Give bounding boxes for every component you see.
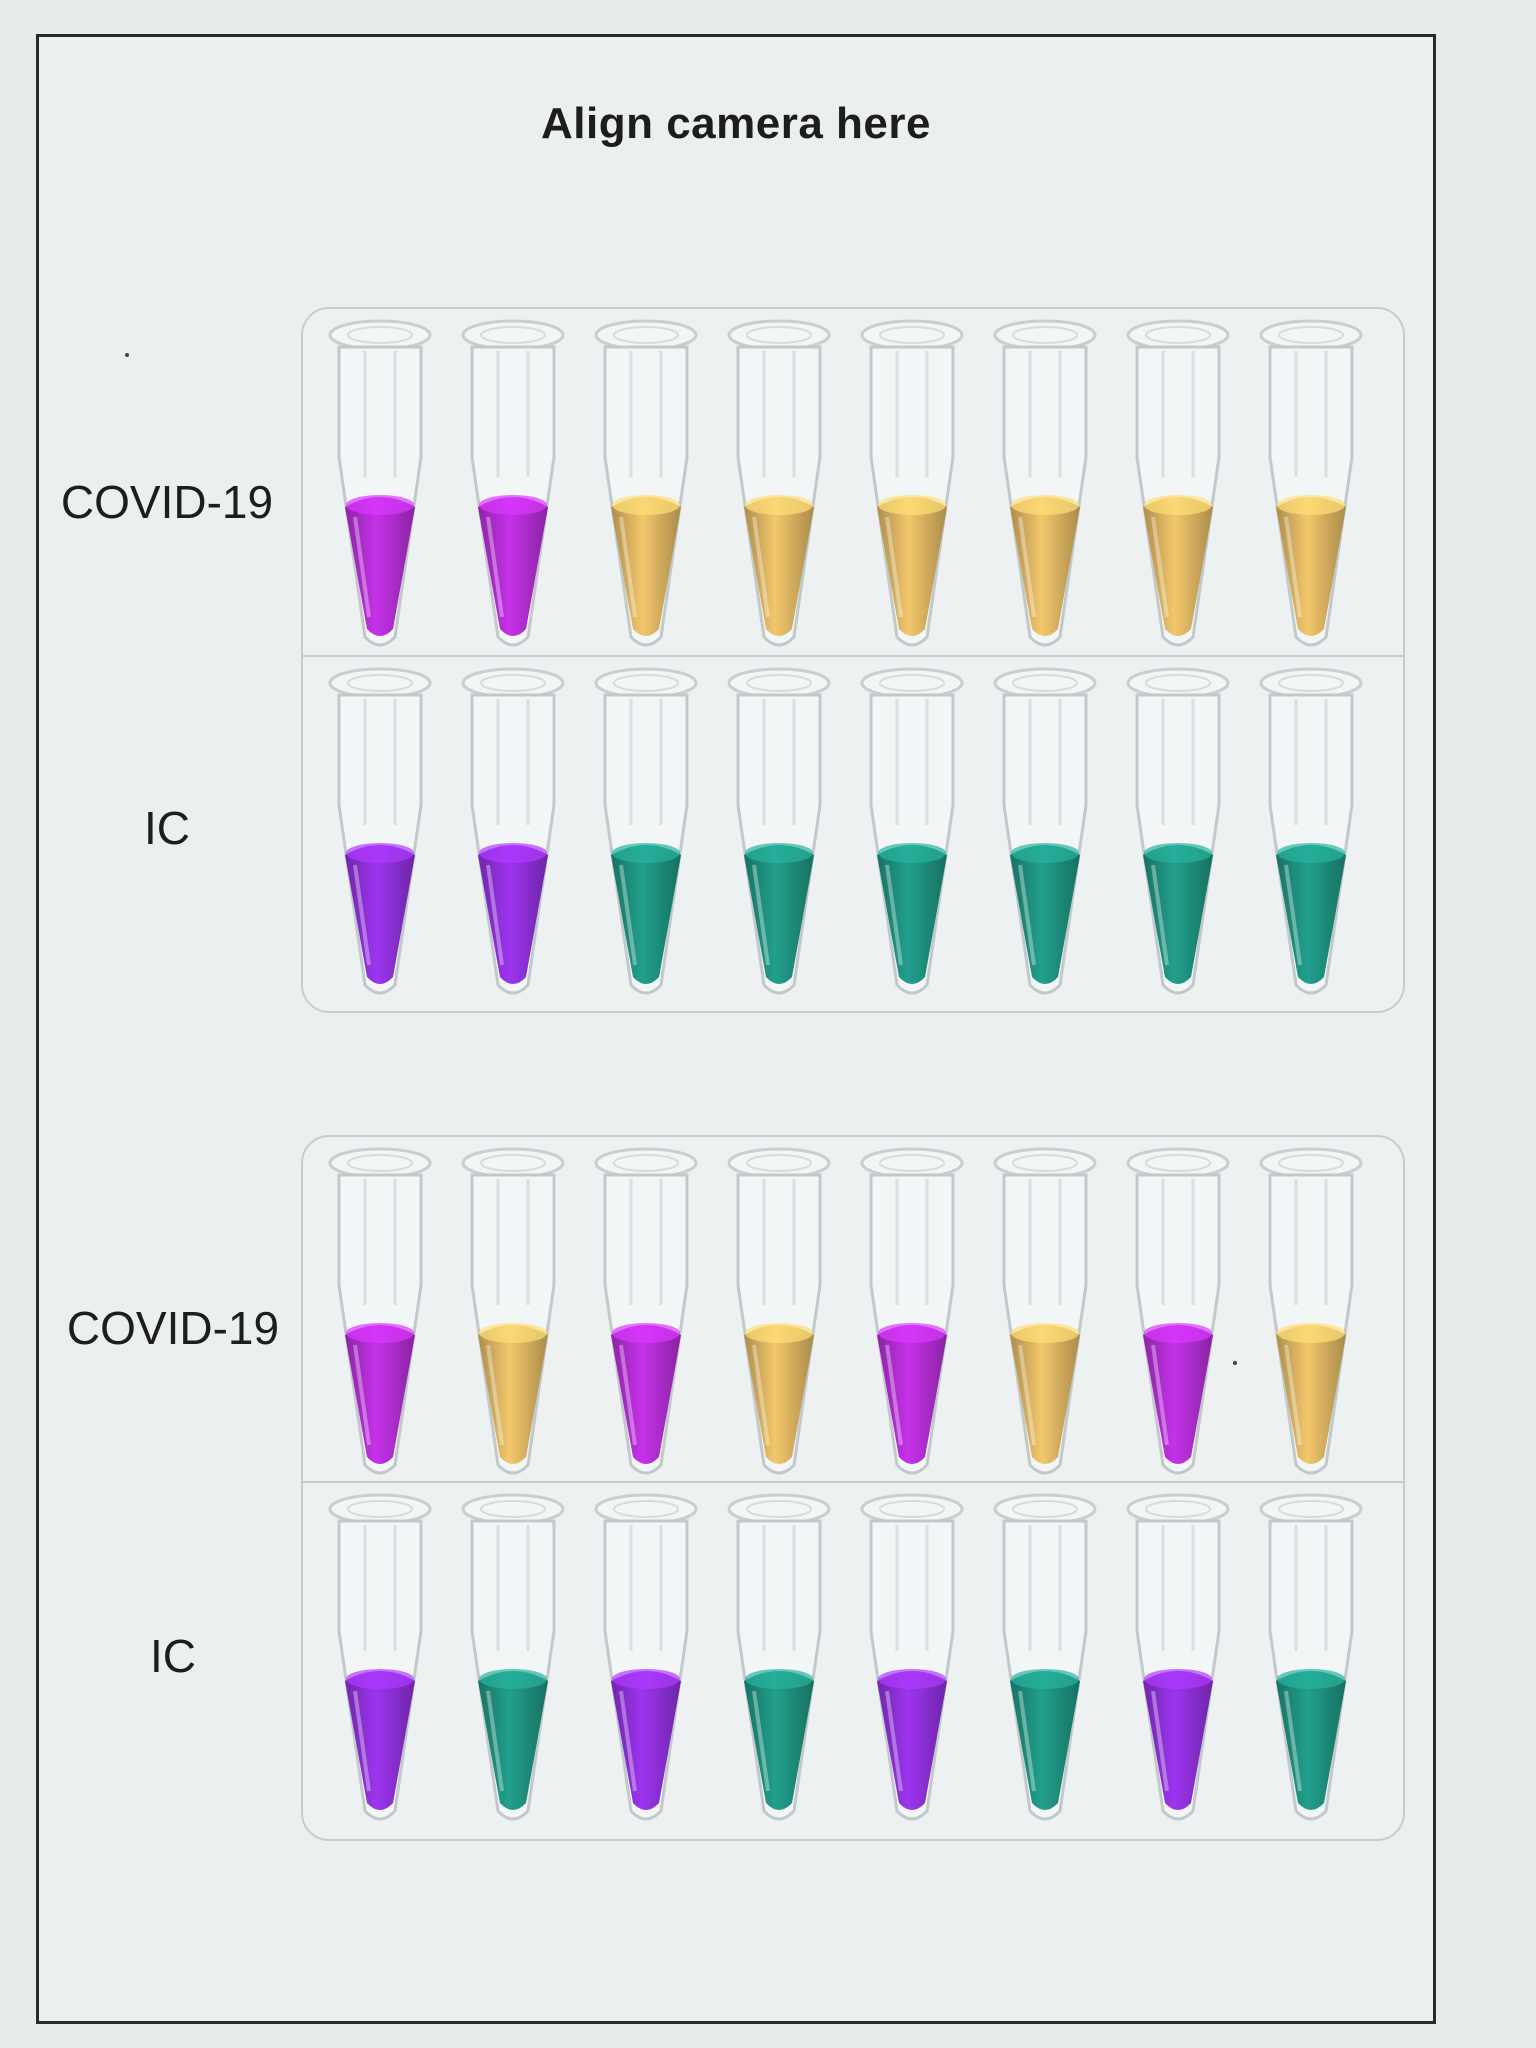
tube-graphic <box>860 667 964 995</box>
pcr-tube-yellow <box>724 1145 834 1490</box>
pcr-tube-yellow <box>1256 317 1366 662</box>
pcr-tube-yellow <box>724 317 834 662</box>
tube-graphic <box>1259 667 1363 995</box>
tube-graphic <box>860 319 964 647</box>
pcr-tube-green <box>990 1491 1100 1836</box>
pcr-tube-yellow <box>990 317 1100 662</box>
tube-graphic <box>328 1493 432 1821</box>
tube-graphic <box>1126 1493 1230 1821</box>
tube-graphic <box>993 1147 1097 1475</box>
tube-graphic <box>727 1147 831 1475</box>
pcr-tube-purple <box>1123 1145 1233 1490</box>
tube-graphic <box>860 1493 964 1821</box>
pcr-tube-violet <box>325 665 435 1010</box>
pcr-tube-purple <box>325 317 435 662</box>
tube-graphic <box>860 1147 964 1475</box>
tube-graphic <box>1259 1493 1363 1821</box>
tube-graphic <box>727 1493 831 1821</box>
pcr-tube-yellow <box>458 1145 568 1490</box>
pcr-tube-violet <box>857 1491 967 1836</box>
pcr-tube-green <box>1256 665 1366 1010</box>
tube-graphic <box>1126 1147 1230 1475</box>
tube-graphic <box>594 667 698 995</box>
pcr-tube-purple <box>458 317 568 662</box>
pcr-tube-green <box>857 665 967 1010</box>
pcr-tube-yellow <box>1256 1145 1366 1490</box>
rack-2-divider <box>301 1481 1403 1483</box>
pcr-tube-yellow <box>990 1145 1100 1490</box>
pcr-tube-yellow <box>857 317 967 662</box>
tube-graphic <box>1126 319 1230 647</box>
tube-graphic <box>1259 319 1363 647</box>
pcr-tube-green <box>990 665 1100 1010</box>
pcr-tube-green <box>458 1491 568 1836</box>
pcr-tube-green <box>1123 665 1233 1010</box>
pcr-tube-violet <box>325 1491 435 1836</box>
pcr-tube-purple <box>591 1145 701 1490</box>
tube-graphic <box>993 319 1097 647</box>
pcr-tube-yellow <box>591 317 701 662</box>
tube-graphic <box>727 319 831 647</box>
test-sheet: Align camera here COVID-19 IC COVID-19 I… <box>36 34 1436 2024</box>
pcr-tube-green <box>724 665 834 1010</box>
tube-graphic <box>461 667 565 995</box>
pcr-tube-green <box>724 1491 834 1836</box>
pcr-tube-yellow <box>1123 317 1233 662</box>
tube-graphic <box>727 667 831 995</box>
pcr-tube-violet <box>1123 1491 1233 1836</box>
row-label-covid-1: COVID-19 <box>60 476 274 528</box>
tube-graphic <box>993 1493 1097 1821</box>
tube-graphic <box>328 1147 432 1475</box>
tube-graphic <box>594 319 698 647</box>
pcr-tube-violet <box>591 1491 701 1836</box>
tube-graphic <box>1126 667 1230 995</box>
tube-graphic <box>594 1147 698 1475</box>
tube-graphic <box>594 1493 698 1821</box>
tube-graphic <box>461 1493 565 1821</box>
dust-speck <box>1233 1361 1237 1365</box>
row-label-ic-1: IC <box>144 802 190 854</box>
pcr-tube-purple <box>857 1145 967 1490</box>
tube-graphic <box>461 1147 565 1475</box>
page-title: Align camera here <box>541 99 931 148</box>
pcr-tube-violet <box>458 665 568 1010</box>
tube-graphic <box>1259 1147 1363 1475</box>
rack-1-divider <box>301 655 1403 657</box>
dust-speck <box>125 353 129 357</box>
tube-graphic <box>328 319 432 647</box>
pcr-tube-green <box>1256 1491 1366 1836</box>
tube-graphic <box>328 667 432 995</box>
pcr-tube-purple <box>325 1145 435 1490</box>
tube-graphic <box>993 667 1097 995</box>
row-label-ic-2: IC <box>150 1630 196 1682</box>
row-label-covid-2: COVID-19 <box>66 1302 280 1354</box>
tube-graphic <box>461 319 565 647</box>
pcr-tube-green <box>591 665 701 1010</box>
